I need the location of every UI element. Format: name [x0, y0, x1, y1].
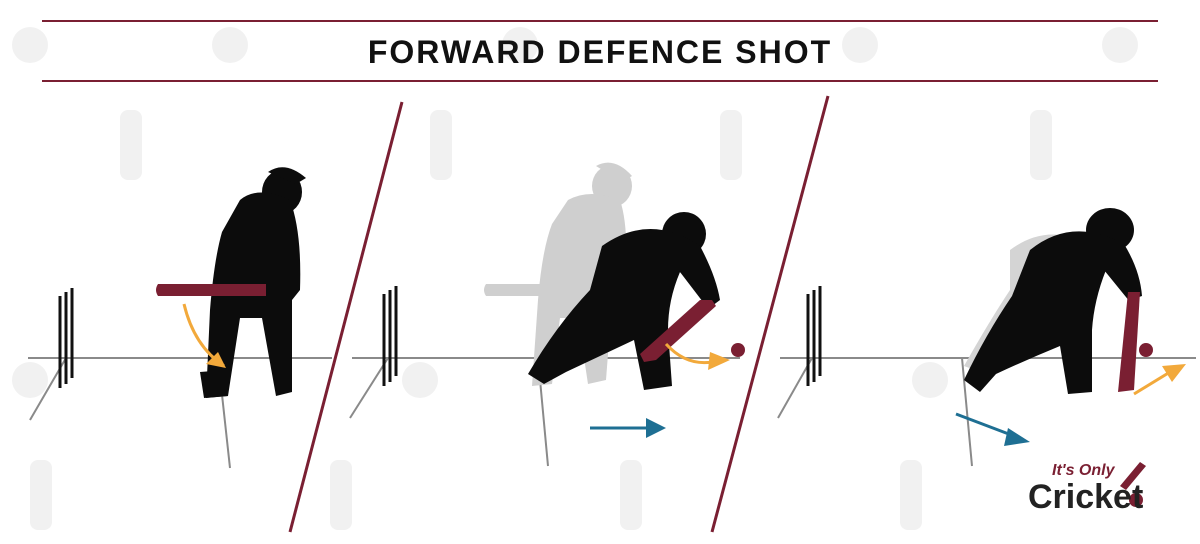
page-title: FORWARD DEFENCE SHOT: [367, 34, 833, 70]
bat: [156, 284, 266, 296]
logo-bat-icon: [1120, 462, 1146, 507]
arrow-head: [1162, 364, 1186, 382]
cricket-ball: [1139, 343, 1153, 357]
stumps: [382, 286, 398, 386]
bat: [640, 300, 716, 362]
bat: [1118, 292, 1140, 392]
cricket-ball: [731, 343, 745, 357]
bat-arrow: [664, 342, 713, 365]
batsman-silhouette: [964, 208, 1142, 394]
step-arrow: [955, 412, 1015, 438]
title-rule-bottom: [42, 80, 1158, 82]
arrow-head: [1004, 428, 1030, 446]
arrow-head: [206, 352, 226, 368]
watermark-pattern: [12, 27, 1138, 530]
title-rule-top: [42, 20, 1158, 22]
rebound-arrow: [1133, 370, 1171, 396]
panel-divider-2: [710, 95, 830, 533]
panel-block: [777, 208, 1196, 467]
logo-text-top: It's Only: [1052, 462, 1115, 479]
logo-text-main: Cricket: [1028, 478, 1144, 516]
panel-divider-1: [288, 101, 404, 533]
panel-step-forward: [349, 162, 745, 467]
arrow-head: [646, 418, 666, 438]
stumps: [806, 286, 822, 386]
arrow-head: [708, 352, 730, 370]
batsman-silhouette: [528, 212, 720, 390]
stumps: [58, 288, 74, 388]
panel-stance: [28, 167, 332, 469]
